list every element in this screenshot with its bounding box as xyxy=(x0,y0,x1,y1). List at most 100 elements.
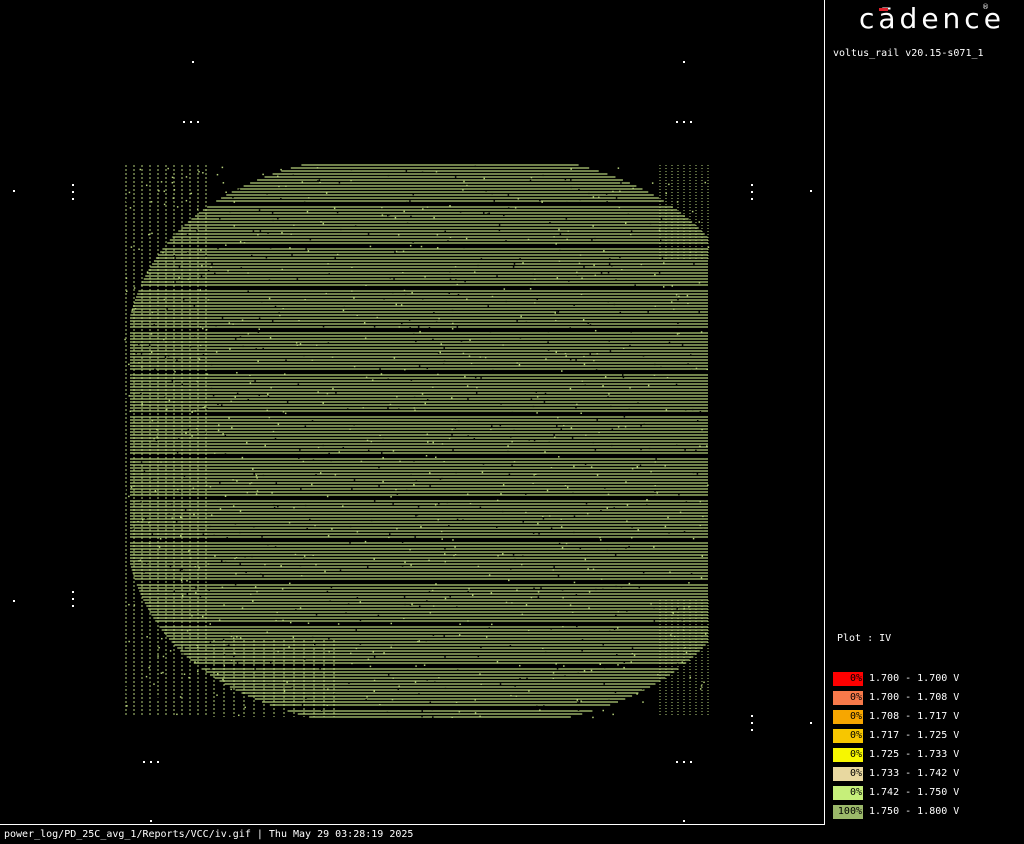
grid-speckle xyxy=(233,225,235,227)
grid-speckle xyxy=(225,191,227,193)
grid-speckle xyxy=(544,651,547,654)
grid-speckle xyxy=(589,324,592,326)
grid-speckle xyxy=(479,715,481,718)
grid-speckle xyxy=(359,601,362,603)
grid-speckle xyxy=(609,350,612,352)
grid-speckle xyxy=(128,640,130,643)
grid-speckle xyxy=(274,546,277,548)
grid-speckle xyxy=(348,581,351,584)
grid-speckle xyxy=(654,305,657,307)
grid-speckle xyxy=(409,604,412,606)
grid-speckle xyxy=(313,643,316,646)
grid-speckle xyxy=(340,228,342,231)
grid-speckle xyxy=(420,245,423,248)
grid-speckle xyxy=(183,475,186,477)
grid-speckle xyxy=(377,614,380,617)
grid-speckle xyxy=(187,278,190,280)
grid-speckle xyxy=(449,271,451,273)
grid-speckle xyxy=(207,269,210,272)
grid-speckle xyxy=(277,505,279,508)
grid-speckle xyxy=(698,311,700,313)
grid-speckle xyxy=(165,287,168,289)
grid-speckle xyxy=(591,239,593,241)
grid-speckle xyxy=(462,519,464,521)
grid-speckle xyxy=(383,652,385,654)
grid-speckle xyxy=(222,433,224,435)
grid-speckle xyxy=(432,716,434,719)
grid-speckle xyxy=(149,280,152,283)
grid-speckle xyxy=(478,538,481,541)
grid-speckle xyxy=(425,455,428,457)
grid-speckle xyxy=(615,585,617,588)
grid-speckle xyxy=(327,263,329,265)
grid-speckle xyxy=(236,636,238,638)
grid-speckle xyxy=(181,595,184,597)
grid-speckle xyxy=(124,489,126,491)
grid-speckle xyxy=(626,520,628,522)
grid-speckle xyxy=(199,595,202,598)
grid-speckle xyxy=(564,178,567,181)
grid-speckle xyxy=(289,621,292,624)
grid-speckle xyxy=(653,374,656,376)
grid-speckle xyxy=(133,591,135,593)
grid-speckle xyxy=(299,449,301,451)
grid-speckle xyxy=(184,509,187,511)
grid-speckle xyxy=(550,527,553,530)
grid-speckle xyxy=(230,688,232,691)
grid-speckle xyxy=(537,596,540,599)
grid-speckle xyxy=(534,278,536,280)
grid-speckle xyxy=(217,403,219,406)
grid-speckle xyxy=(576,274,579,276)
grid-speckle xyxy=(628,408,631,411)
grid-speckle xyxy=(654,495,656,498)
grid-speckle xyxy=(475,392,478,394)
grid-speckle xyxy=(615,279,617,281)
grid-speckle xyxy=(479,673,481,675)
pad-marker xyxy=(150,761,152,763)
grid-speckle xyxy=(132,601,135,604)
grid-speckle xyxy=(140,461,143,463)
grid-speckle xyxy=(253,526,255,528)
grid-speckle xyxy=(392,291,394,294)
grid-speckle xyxy=(292,174,295,176)
grid-speckle xyxy=(617,426,620,428)
grid-speckle xyxy=(172,202,174,205)
grid-speckle xyxy=(305,697,307,699)
grid-speckle xyxy=(656,492,659,494)
grid-speckle xyxy=(651,182,654,184)
grid-speckle xyxy=(168,225,171,227)
grid-speckle xyxy=(131,309,134,311)
grid-speckle xyxy=(197,670,199,673)
grid-speckle xyxy=(148,679,151,682)
grid-speckle xyxy=(317,180,319,182)
grid-speckle xyxy=(397,688,399,691)
grid-speckle xyxy=(605,708,608,711)
grid-speckle xyxy=(185,432,187,435)
ir-drop-plot-area[interactable] xyxy=(0,0,824,824)
grid-speckle xyxy=(194,336,196,338)
grid-speckle xyxy=(312,554,314,556)
grid-speckle xyxy=(241,456,244,459)
grid-speckle xyxy=(139,559,142,562)
grid-speckle xyxy=(602,709,605,712)
grid-speckle xyxy=(581,639,584,641)
grid-speckle xyxy=(566,201,568,204)
grid-speckle xyxy=(138,362,140,364)
grid-speckle xyxy=(166,308,168,310)
grid-speckle xyxy=(618,206,621,209)
grid-speckle xyxy=(304,425,307,428)
grid-speckle xyxy=(707,172,709,175)
grid-speckle xyxy=(466,385,469,387)
grid-speckle xyxy=(262,575,264,577)
grid-speckle xyxy=(611,265,613,267)
grid-speckle xyxy=(387,174,390,177)
grid-speckle xyxy=(194,410,197,412)
grid-speckle xyxy=(640,424,642,427)
grid-speckle xyxy=(270,661,272,664)
grid-speckle xyxy=(401,322,403,325)
grid-speckle xyxy=(457,293,460,296)
grid-speckle xyxy=(392,642,395,645)
grid-speckle xyxy=(640,448,642,451)
grid-speckle xyxy=(435,321,438,323)
grid-speckle xyxy=(156,441,158,444)
